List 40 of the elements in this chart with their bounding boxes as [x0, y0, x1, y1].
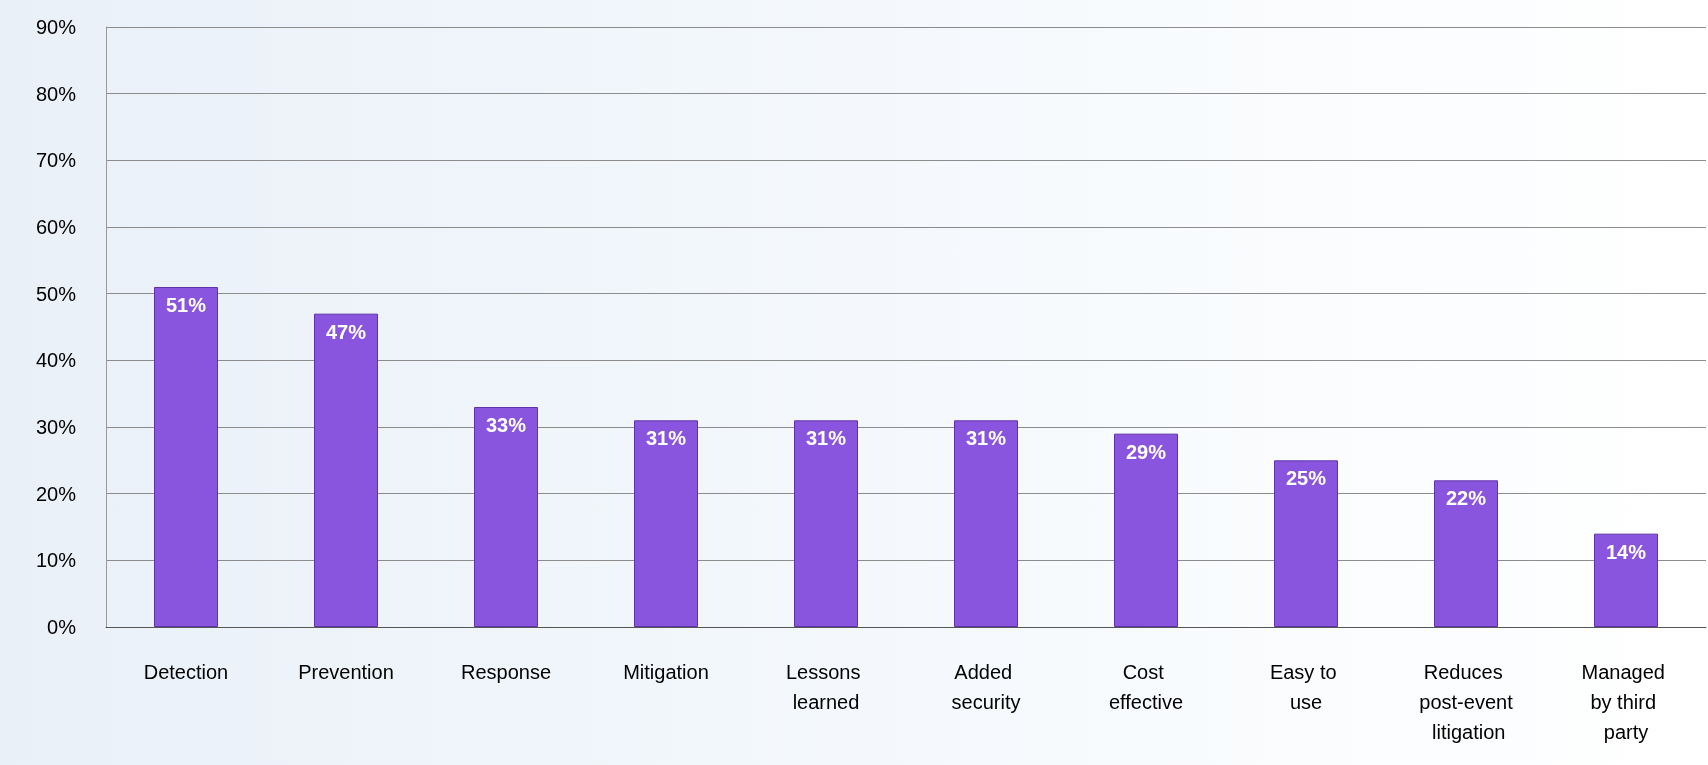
x-tick-label: Easy to use [1269, 661, 1343, 713]
y-tick-label: 70% [35, 149, 77, 172]
x-tick-label: Cost effective [1108, 661, 1184, 713]
y-tick-label: 0% [47, 616, 77, 638]
x-tick-label: Detection [143, 661, 229, 683]
bar [1434, 480, 1498, 627]
y-tick-label: 40% [35, 349, 77, 372]
x-tick-label: Managed by third party [1581, 661, 1671, 743]
bar [1594, 533, 1658, 627]
y-tick-label: 90% [35, 16, 77, 38]
data-label: 22% [1445, 487, 1487, 510]
y-tick-label: 60% [35, 216, 77, 238]
data-label: 14% [1605, 540, 1647, 563]
y-tick-label: 30% [35, 416, 77, 438]
bar [154, 287, 218, 627]
x-tick-label: Prevention [298, 661, 394, 683]
data-label: 33% [485, 414, 527, 436]
y-tick-label: 80% [35, 82, 77, 105]
data-label: 29% [1125, 440, 1167, 463]
x-tick-label: Added security [951, 661, 1021, 713]
data-label: 51% [165, 294, 207, 316]
data-label: 31% [805, 427, 847, 450]
x-tick-label: Reduces post-event litigation [1419, 661, 1514, 743]
bar [794, 420, 858, 627]
data-label: 31% [645, 427, 687, 450]
bar [314, 313, 378, 627]
y-tick-label: 50% [35, 282, 77, 305]
x-tick-label: Lessons learned [785, 661, 867, 713]
x-tick-label: Mitigation [623, 661, 709, 683]
data-label: 25% [1285, 467, 1327, 490]
bar [1114, 433, 1178, 627]
data-label: 31% [965, 427, 1007, 450]
bar [474, 407, 538, 627]
y-tick-label: 20% [35, 482, 77, 505]
bar [634, 420, 698, 627]
bar [954, 420, 1018, 627]
bar [1274, 460, 1338, 627]
x-tick-label: Response [460, 661, 552, 683]
data-label: 47% [325, 320, 367, 343]
y-tick-label: 10% [35, 549, 77, 572]
